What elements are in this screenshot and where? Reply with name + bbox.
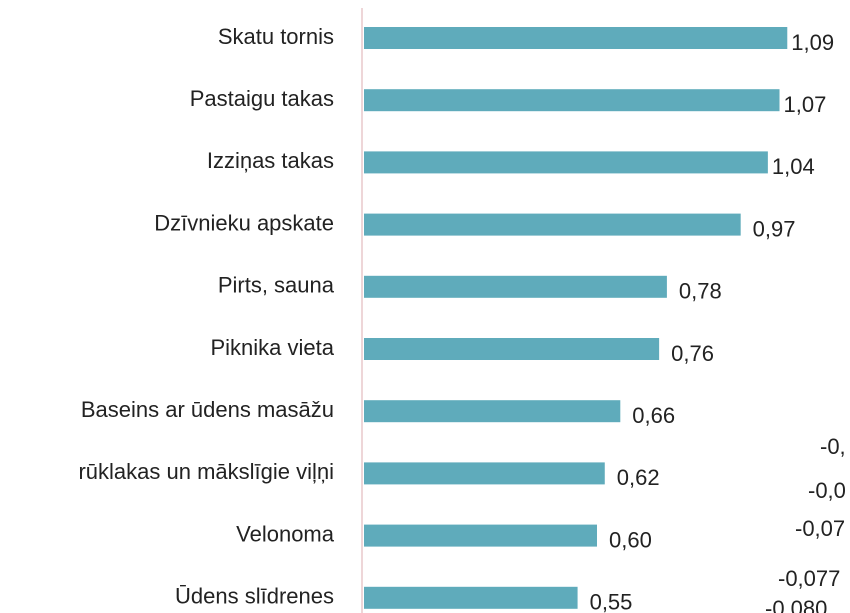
value-label: 0,55 <box>590 590 633 613</box>
bar <box>364 151 768 174</box>
value-label: 0,78 <box>679 279 722 304</box>
value-label: 0,60 <box>609 527 652 552</box>
category-label: rūklakas un mākslīgie viļņi <box>78 459 334 484</box>
category-label: Pirts, sauna <box>218 273 335 298</box>
value-label: 1,04 <box>772 154 815 179</box>
bar <box>364 213 741 236</box>
category-label: Dzīvnieku apskate <box>154 210 334 235</box>
bar <box>364 524 597 547</box>
value-label: 0,76 <box>671 341 714 366</box>
bar <box>364 400 621 423</box>
bar <box>364 27 788 49</box>
category-label: Piknika vieta <box>210 335 334 360</box>
annotation: -0, <box>820 434 846 459</box>
bar <box>364 586 578 609</box>
category-label: Velonoma <box>236 521 335 546</box>
annotation: -0,0 <box>808 478 846 503</box>
category-label: Skatu tornis <box>218 24 334 49</box>
value-label: 1,09 <box>791 30 834 55</box>
value-label: 0,97 <box>753 216 796 241</box>
category-label: Izziņas takas <box>207 148 334 173</box>
annotation: -0,07 <box>795 516 845 541</box>
value-label: 0,66 <box>632 403 675 428</box>
annotation: -0,080 <box>765 596 827 613</box>
bar <box>364 275 667 298</box>
bar <box>364 89 780 112</box>
category-label: Baseins ar ūdens masāžu <box>81 397 334 422</box>
value-label: 0,62 <box>617 465 660 490</box>
category-label: Pastaigu takas <box>190 86 334 111</box>
annotation: -0,077 <box>778 566 840 591</box>
bar <box>364 462 605 485</box>
bar <box>364 338 660 360</box>
value-label: 1,07 <box>784 92 827 117</box>
category-label: Ūdens slīdrenes <box>175 584 334 609</box>
